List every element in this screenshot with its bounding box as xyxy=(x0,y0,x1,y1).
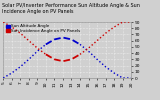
Legend: Sun Altitude Angle, Sun Incidence Angle on PV Panels: Sun Altitude Angle, Sun Incidence Angle … xyxy=(5,24,81,33)
Text: Solar PV/Inverter Performance Sun Altitude Angle & Sun Incidence Angle on PV Pan: Solar PV/Inverter Performance Sun Altitu… xyxy=(2,3,140,14)
